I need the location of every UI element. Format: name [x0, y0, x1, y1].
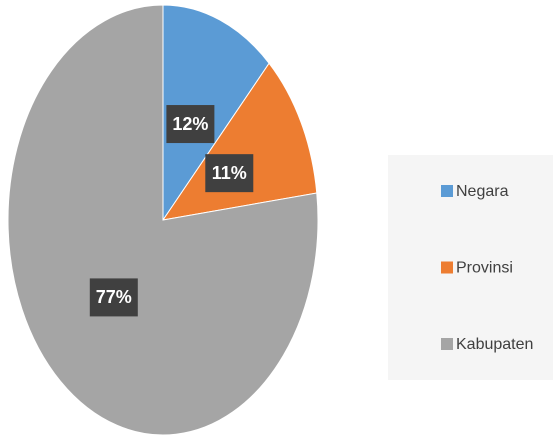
- legend-label: Kabupaten: [456, 336, 533, 353]
- pie-slice: [161, 62, 318, 221]
- legend-box: [388, 155, 553, 380]
- data-label: 77%: [96, 287, 132, 307]
- legend-swatch: [441, 185, 453, 197]
- data-label-box: [166, 105, 215, 144]
- legend-swatch: [441, 338, 453, 350]
- data-label: 11%: [212, 163, 247, 183]
- data-label-box: [205, 154, 254, 193]
- pie-slice: [162, 4, 270, 222]
- legend-label: Provinsi: [456, 260, 513, 277]
- legend-swatch: [441, 261, 453, 274]
- pie-slice: [7, 4, 319, 436]
- legend-label: Negara: [456, 183, 509, 200]
- data-label: 12%: [172, 114, 208, 134]
- data-label-box: [89, 278, 138, 317]
